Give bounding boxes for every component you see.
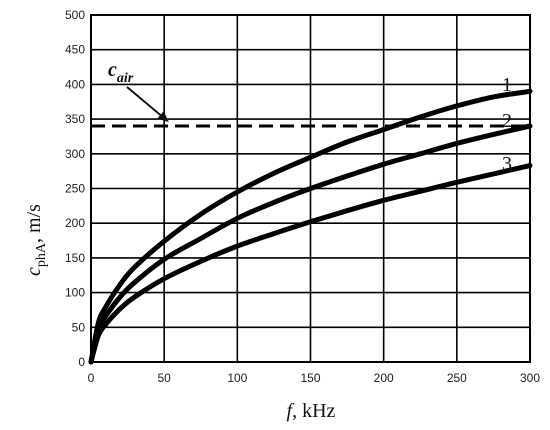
series-2-line bbox=[88, 123, 533, 365]
y-tick-label: 0 bbox=[78, 355, 85, 369]
curves bbox=[88, 88, 533, 365]
c-air-arrow bbox=[126, 86, 162, 116]
y-axis-title: cphA, m/s bbox=[23, 204, 49, 276]
y-tick-label: 150 bbox=[65, 251, 85, 265]
x-tick-label: 250 bbox=[447, 371, 467, 385]
plot-frame bbox=[90, 14, 531, 363]
x-tick-label: 0 bbox=[88, 371, 95, 385]
y-axis-ticks: 0 50 100 150 200 250 300 350 400 450 500 bbox=[65, 8, 85, 369]
series-1-label: 1 bbox=[502, 74, 512, 96]
y-tick-label: 200 bbox=[65, 216, 85, 230]
c-air-annotation: cair bbox=[108, 59, 169, 123]
x-tick-label: 150 bbox=[300, 371, 320, 385]
y-tick-label: 400 bbox=[65, 77, 85, 91]
c-air-arrowhead bbox=[157, 111, 169, 123]
c-air-label: cair bbox=[108, 59, 134, 86]
y-tick-label: 100 bbox=[65, 286, 85, 300]
y-tick-label: 450 bbox=[65, 43, 85, 57]
x-tick-label: 50 bbox=[157, 371, 171, 385]
series-1-line bbox=[88, 88, 533, 365]
x-axis-title: f, kHz bbox=[287, 400, 336, 422]
y-tick-label: 50 bbox=[72, 320, 86, 334]
series-3-line bbox=[88, 163, 533, 365]
series-2-label: 2 bbox=[502, 110, 512, 132]
x-tick-label: 300 bbox=[520, 371, 540, 385]
x-tick-label: 200 bbox=[374, 371, 394, 385]
y-tick-label: 500 bbox=[65, 8, 85, 22]
x-axis-ticks: 0 50 100 150 200 250 300 bbox=[88, 371, 541, 385]
y-tick-label: 250 bbox=[65, 182, 85, 196]
series-3-label: 3 bbox=[502, 153, 512, 175]
x-tick-label: 100 bbox=[227, 371, 247, 385]
y-tick-label: 300 bbox=[65, 147, 85, 161]
y-tick-label: 350 bbox=[65, 112, 85, 126]
